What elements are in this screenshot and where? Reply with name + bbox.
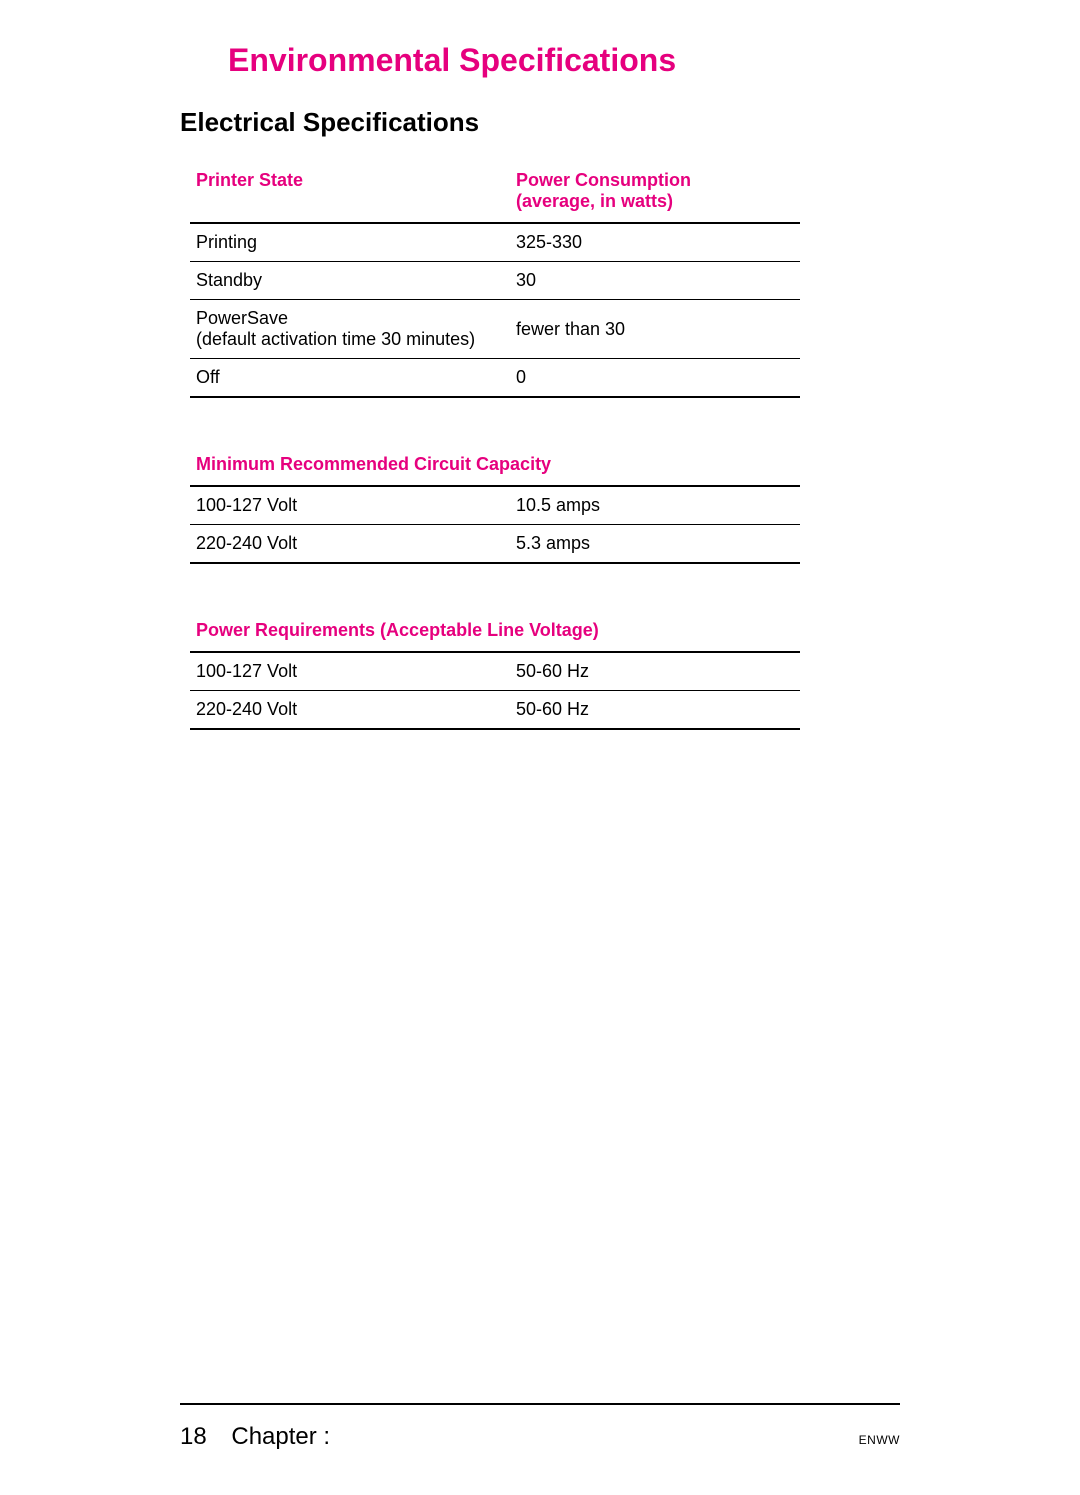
chapter-label: Chapter : bbox=[231, 1423, 330, 1450]
sub-heading: Electrical Specifications bbox=[180, 107, 900, 138]
table-title: Power Requirements (Acceptable Line Volt… bbox=[190, 612, 800, 652]
table-cell: 50-60 Hz bbox=[510, 652, 800, 691]
table-cell: 325-330 bbox=[510, 223, 800, 262]
table-header-line1: Power Consumption bbox=[516, 170, 691, 190]
circuit-capacity-table: Minimum Recommended Circuit Capacity 100… bbox=[190, 446, 800, 564]
table-cell: Standby bbox=[190, 262, 510, 300]
table-cell: Printing bbox=[190, 223, 510, 262]
row-title: PowerSave bbox=[196, 308, 288, 328]
table-title: Minimum Recommended Circuit Capacity bbox=[190, 446, 800, 486]
table-cell: 50-60 Hz bbox=[510, 691, 800, 730]
row-note: (default activation time 30 minutes) bbox=[196, 329, 475, 349]
main-heading: Environmental Specifications bbox=[228, 42, 900, 79]
footer-right: ENWW bbox=[859, 1433, 900, 1447]
footer-rule bbox=[180, 1403, 900, 1405]
table-header: Printer State bbox=[190, 162, 510, 223]
table-cell: Off bbox=[190, 359, 510, 398]
table-cell: 0 bbox=[510, 359, 800, 398]
table-cell: fewer than 30 bbox=[510, 300, 800, 359]
table-cell: 5.3 amps bbox=[510, 525, 800, 564]
page: Environmental Specifications Electrical … bbox=[0, 0, 1080, 1495]
table-header: Power Consumption (average, in watts) bbox=[510, 162, 800, 223]
page-footer: 18 Chapter : ENWW bbox=[180, 1423, 900, 1451]
table-cell: PowerSave (default activation time 30 mi… bbox=[190, 300, 510, 359]
table-cell: 220-240 Volt bbox=[190, 691, 510, 730]
table-header-line2: (average, in watts) bbox=[516, 191, 673, 211]
line-voltage-table: Power Requirements (Acceptable Line Volt… bbox=[190, 612, 800, 730]
footer-left: 18 Chapter : bbox=[180, 1423, 330, 1451]
table-cell: 30 bbox=[510, 262, 800, 300]
table-cell: 220-240 Volt bbox=[190, 525, 510, 564]
power-consumption-table: Printer State Power Consumption (average… bbox=[190, 162, 800, 398]
table-cell: 100-127 Volt bbox=[190, 652, 510, 691]
table-cell: 10.5 amps bbox=[510, 486, 800, 525]
table-cell: 100-127 Volt bbox=[190, 486, 510, 525]
page-number: 18 bbox=[180, 1423, 207, 1451]
